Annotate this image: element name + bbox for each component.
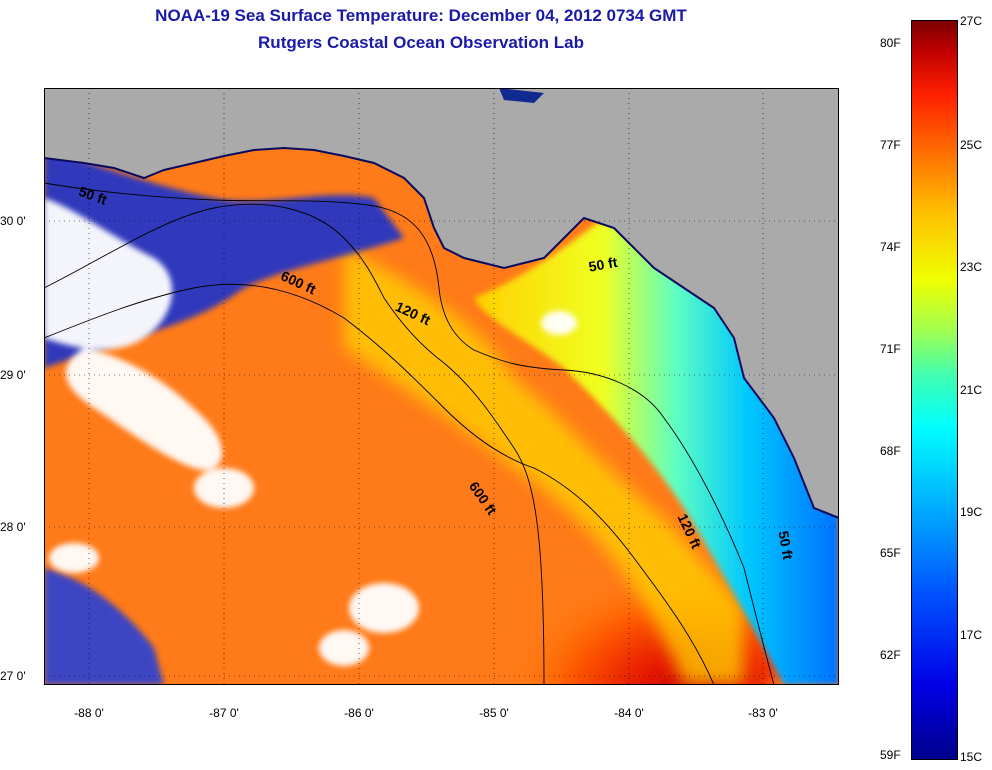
contour-50ft [44, 182, 775, 685]
lat-label-29: 29 0' [0, 368, 26, 382]
temperature-colorbar [911, 20, 958, 760]
colorbar-f-80: 80F [880, 36, 901, 50]
lat-label-30: 30 0' [0, 214, 26, 228]
contour-600ft [44, 203, 545, 685]
contour-120ft [44, 283, 715, 685]
map-frame [44, 88, 839, 685]
colorbar-f-68: 68F [880, 444, 901, 458]
lon-label-83: -83 0' [748, 706, 778, 720]
map-subtitle: Rutgers Coastal Ocean Observation Lab [258, 33, 584, 52]
lat-label-27: 27 0' [0, 669, 26, 683]
colorbar-c-19: 19C [960, 505, 983, 519]
lon-label-87: -87 0' [209, 706, 239, 720]
yellow-plume [344, 248, 744, 685]
contour-label: 50 ft [587, 254, 618, 275]
colorbar-c-15: 15C [960, 750, 983, 764]
land [44, 88, 839, 520]
colorbar-c-27: 27C [960, 14, 983, 28]
colorbar-f-74: 74F [880, 240, 901, 254]
colorbar-f-65: 65F [880, 546, 901, 560]
colorbar-f-77: 77F [880, 138, 901, 152]
colorbar-c-23: 23C [960, 260, 983, 274]
colorbar-f-59: 59F [880, 748, 901, 762]
lon-label-85: -85 0' [479, 706, 509, 720]
colorbar-f-71: 71F [880, 342, 901, 356]
colorbar-c-21: 21C [960, 383, 983, 397]
map-title: NOAA-19 Sea Surface Temperature: Decembe… [155, 6, 687, 25]
colorbar-c-17: 17C [960, 628, 983, 642]
colorbar-f-62: 62F [880, 648, 901, 662]
depth-contours [44, 182, 775, 685]
lon-label-88: -88 0' [74, 706, 104, 720]
lat-label-28: 28 0' [0, 520, 26, 534]
lon-label-84: -84 0' [614, 706, 644, 720]
bay [499, 88, 544, 103]
cloud-patches [44, 198, 577, 666]
lon-label-86: -86 0' [344, 706, 374, 720]
contour-label: 50 ft [775, 530, 796, 561]
colorbar-c-25: 25C [960, 138, 983, 152]
cold-sw [44, 568, 164, 685]
